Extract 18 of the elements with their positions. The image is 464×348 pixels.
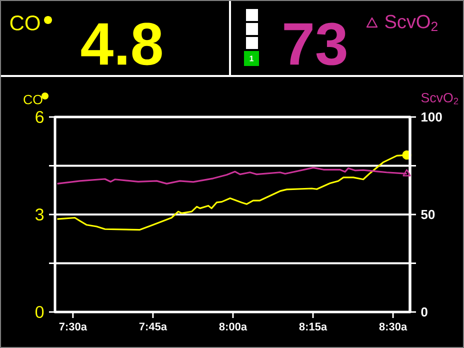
x-tick-label: 8:30a bbox=[379, 322, 408, 330]
y2-axis-title: ScvO$_{2}$ bbox=[421, 92, 458, 104]
text: 73 bbox=[284, 22, 346, 66]
x-tick-label: 8:15a bbox=[299, 322, 328, 330]
y-tick-label: 6 bbox=[36, 110, 44, 124]
x-tick-label: 7:30a bbox=[59, 322, 88, 330]
x-tick-label: 7:45a bbox=[139, 322, 168, 330]
text: 4.8 bbox=[81, 22, 162, 66]
y-tick-label: 0 bbox=[36, 306, 44, 318]
y2-tick-label: 50 bbox=[421, 210, 435, 220]
x-tick-label: 8:00a bbox=[219, 322, 248, 330]
y2-tick-label: 100 bbox=[422, 112, 442, 122]
y-tick-label: 3 bbox=[35, 208, 44, 221]
text: ScvO$_{2}$ bbox=[385, 14, 438, 32]
y-axis-title: CO bbox=[24, 94, 42, 104]
y2-tick-label: 0 bbox=[421, 307, 428, 317]
text: 1 bbox=[250, 56, 254, 62]
text: CO bbox=[10, 16, 40, 30]
